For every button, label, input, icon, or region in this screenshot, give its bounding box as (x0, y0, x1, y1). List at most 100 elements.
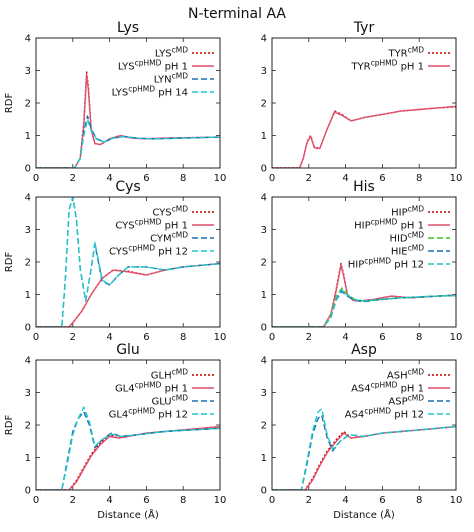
x-tick-label: 4 (342, 495, 348, 506)
y-tick-label: 4 (261, 356, 267, 367)
legend-label-base: GLU (151, 397, 171, 408)
series-line-cys-cphmd-ph-12 (36, 197, 220, 327)
legend-label-base: LYN (154, 75, 172, 86)
legend-label: GL4cpHMD pH 12 (109, 406, 188, 421)
legend-label: GLHcMD (151, 367, 188, 382)
legend-label-base: AS4 (351, 384, 371, 395)
legend-label: LYScpHMD pH 1 (118, 58, 188, 73)
legend-label-sup: cMD (172, 204, 189, 213)
legend-label-sup: cpHMD (135, 58, 162, 67)
legend-label: GLUcMD (151, 393, 188, 408)
legend-label-base: CYS (109, 247, 128, 258)
y-axis-label: RDF (4, 93, 15, 114)
y-tick-label: 1 (25, 290, 31, 301)
y-tick-label: 4 (261, 34, 267, 45)
legend-label-suffix: pH 1 (397, 62, 424, 73)
legend-label: CYMcMD (150, 230, 188, 245)
x-axis-label: Distance (Å) (97, 508, 159, 521)
legend-label: HIPcMD (391, 204, 424, 219)
x-tick-label: 0 (33, 332, 39, 343)
legend-label: HIDcMD (389, 230, 424, 245)
legend-label: HIPcpHMD pH 1 (354, 217, 424, 232)
legend-label-sup: cMD (172, 367, 189, 376)
x-tick-label: 10 (450, 332, 463, 343)
legend-label: CYScMD (152, 204, 188, 219)
panel-title: His (353, 179, 375, 195)
legend-label-sup: cMD (172, 230, 189, 239)
x-tick-label: 6 (379, 332, 385, 343)
series-line-asp-cmd (272, 414, 456, 490)
y-axis-label: RDF (4, 415, 15, 436)
legend-label-sup: cMD (408, 393, 425, 402)
legend-label-base: TYR (350, 62, 370, 73)
legend-label: AS4cpHMD pH 1 (351, 380, 424, 395)
x-tick-label: 4 (106, 332, 112, 343)
legend-label-suffix: pH 1 (397, 384, 424, 395)
plot-frame (35, 37, 221, 169)
y-tick-label: 0 (25, 486, 31, 497)
x-tick-label: 8 (180, 332, 186, 343)
x-tick-label: 10 (450, 495, 463, 506)
x-tick-label: 2 (306, 332, 312, 343)
y-tick-label: 2 (25, 99, 31, 110)
y-tick-label: 3 (261, 388, 267, 399)
x-tick-label: 8 (180, 173, 186, 184)
x-tick-label: 6 (143, 332, 149, 343)
x-tick-label: 2 (70, 332, 76, 343)
y-tick-label: 2 (25, 421, 31, 432)
x-tick-label: 4 (342, 173, 348, 184)
x-tick-label: 6 (379, 495, 385, 506)
y-tick-label: 1 (261, 131, 267, 142)
legend-label-sup: cpHMD (128, 84, 155, 93)
legend-label-suffix: pH 1 (161, 221, 188, 232)
y-tick-label: 1 (25, 131, 31, 142)
legend-label-sup: cpHMD (371, 380, 398, 389)
y-tick-label: 4 (25, 356, 31, 367)
legend-label-base: HIP (348, 260, 365, 271)
x-tick-label: 2 (70, 495, 76, 506)
series-line-lyn-cmd (36, 115, 220, 168)
plot-frame (271, 37, 457, 169)
x-tick-label: 8 (416, 332, 422, 343)
series-line-as4-cphmd-ph-12 (272, 408, 456, 490)
legend-label-suffix: pH 12 (391, 260, 424, 271)
legend-label-sup: cMD (408, 230, 425, 239)
legend-label-base: LYS (155, 49, 172, 60)
x-tick-label: 2 (70, 173, 76, 184)
legend-label-suffix: pH 1 (397, 221, 424, 232)
y-tick-label: 0 (261, 323, 267, 334)
legend-label: LYNcMD (154, 71, 188, 86)
panel-title: Tyr (353, 20, 375, 36)
y-tick-label: 3 (25, 388, 31, 399)
legend-label-sup: cMD (408, 204, 425, 213)
legend-label-sup: cpHMD (371, 58, 398, 67)
plot-frame (271, 359, 457, 491)
legend-label-suffix: pH 1 (161, 384, 188, 395)
legend-label-base: LYS (112, 88, 129, 99)
x-tick-label: 0 (33, 495, 39, 506)
y-tick-label: 2 (261, 99, 267, 110)
series-line-lys-cphmd-ph-14 (36, 118, 220, 168)
x-tick-label: 8 (180, 495, 186, 506)
legend-label-base: ASP (388, 397, 407, 408)
panel-title: Lys (117, 20, 139, 36)
plot-frame (271, 196, 457, 328)
legend-label-sup: cMD (408, 45, 425, 54)
x-tick-label: 6 (143, 495, 149, 506)
x-tick-label: 4 (106, 495, 112, 506)
y-tick-label: 2 (261, 421, 267, 432)
legend-label-base: ASH (387, 371, 408, 382)
y-tick-label: 3 (25, 225, 31, 236)
panel-title: Asp (351, 342, 377, 358)
y-tick-label: 1 (261, 453, 267, 464)
legend-label: TYRcMD (387, 45, 424, 60)
legend-label-sup: cpHMD (128, 406, 155, 415)
y-tick-label: 4 (25, 34, 31, 45)
